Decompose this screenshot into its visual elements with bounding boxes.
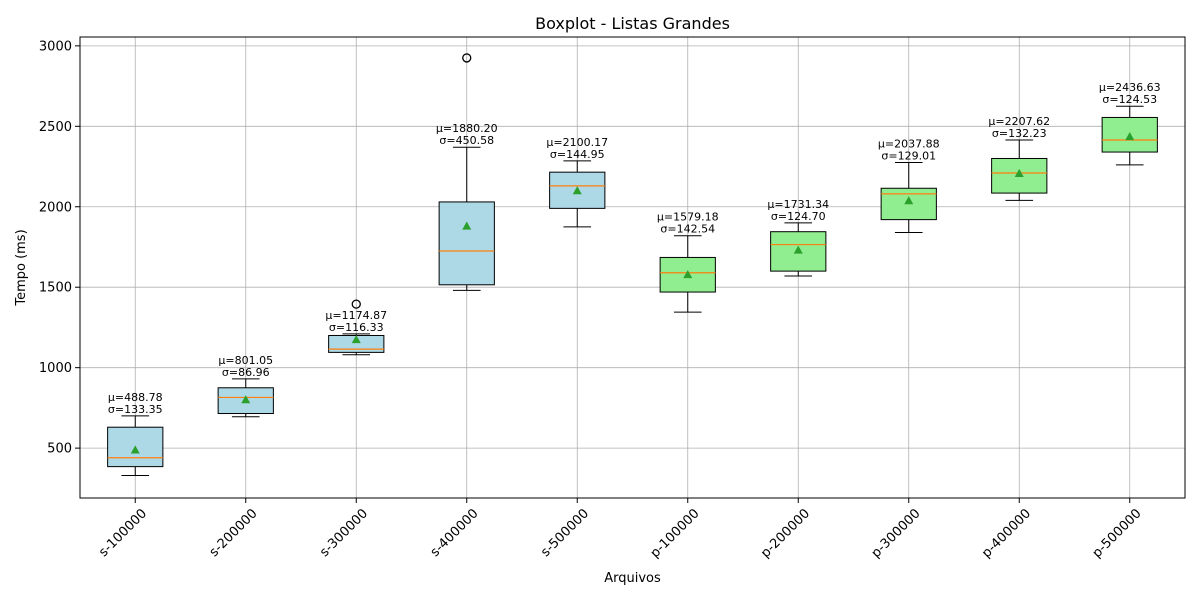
std-annotation: σ=129.01 <box>881 150 936 163</box>
x-tick-label: s-400000 <box>428 506 482 560</box>
x-tick-label: p-500000 <box>1090 506 1145 561</box>
y-tick-label: 2500 <box>39 120 72 135</box>
mean-marker <box>351 335 361 344</box>
mean-marker <box>241 395 251 404</box>
box-body <box>991 157 1048 194</box>
annotations-layer: μ=488.78σ=133.35 μ=801.05σ=86.96 μ=1174.87… <box>108 81 1161 416</box>
y-tick-label: 2000 <box>39 200 72 215</box>
x-tick-label: p-100000 <box>648 506 703 561</box>
mean-annotation: μ=1731.34 <box>767 198 829 211</box>
x-tick-label: s-100000 <box>96 506 150 560</box>
box-body <box>217 387 274 415</box>
x-axis-label: Arquivos <box>604 571 661 586</box>
x-tick-label: p-300000 <box>869 506 924 561</box>
x-tick-label: s-300000 <box>317 506 371 560</box>
std-annotation: σ=124.70 <box>771 210 826 223</box>
mean-annotation: μ=1880.20 <box>436 122 498 135</box>
mean-marker <box>572 186 582 195</box>
box-p-100000 <box>659 235 716 313</box>
x-tick-label: s-500000 <box>538 506 592 560</box>
box-s-200000 <box>217 378 274 418</box>
std-annotation: σ=450.58 <box>439 134 494 147</box>
y-axis-label: Tempo (ms) <box>14 229 29 306</box>
mean-marker <box>462 221 472 230</box>
box-p-200000 <box>770 222 827 277</box>
x-tick-label: p-200000 <box>758 506 813 561</box>
mean-marker <box>1014 168 1024 177</box>
y-tick-label: 500 <box>47 442 72 457</box>
std-annotation: σ=132.23 <box>992 127 1047 140</box>
mean-annotation: μ=1174.87 <box>325 309 387 322</box>
mean-marker <box>683 269 693 279</box>
std-annotation: σ=133.35 <box>108 403 163 416</box>
box-s-400000 <box>438 53 495 291</box>
std-annotation: σ=124.53 <box>1102 93 1157 106</box>
mean-annotation: μ=2037.88 <box>878 138 940 151</box>
mean-annotation: μ=2207.62 <box>988 115 1050 128</box>
mean-annotation: μ=2100.17 <box>546 136 608 149</box>
box-p-300000 <box>880 162 937 234</box>
boxes-layer <box>107 53 1158 476</box>
y-tick-label: 3000 <box>39 39 72 54</box>
mean-marker <box>130 445 140 454</box>
mean-annotation: μ=488.78 <box>108 391 163 404</box>
x-tick-label: s-200000 <box>207 506 261 560</box>
plot-frame <box>79 36 1186 499</box>
y-axis: 500 1000 1500 2000 2500 3000 <box>39 39 80 457</box>
std-annotation: σ=86.96 <box>222 366 270 379</box>
box-s-100000 <box>107 415 164 476</box>
box-body <box>438 201 495 286</box>
outlier-point <box>351 299 361 309</box>
mean-annotation: μ=801.05 <box>218 354 273 367</box>
outlier-point <box>462 53 472 63</box>
mean-marker <box>904 196 914 205</box>
box-p-500000 <box>1101 105 1158 166</box>
chart-title: Boxplot - Listas Grandes <box>535 14 730 33</box>
x-tick-label: p-400000 <box>979 506 1034 561</box>
x-axis: s-100000 s-200000 s-300000 s-400000 s-500000… <box>96 498 1145 561</box>
std-annotation: σ=144.95 <box>550 148 605 161</box>
grid-layer <box>80 37 1185 498</box>
std-annotation: σ=116.33 <box>329 321 384 334</box>
y-tick-label: 1500 <box>39 281 72 296</box>
box-s-500000 <box>549 160 606 228</box>
mean-marker <box>1125 132 1135 141</box>
std-annotation: σ=142.54 <box>660 223 715 236</box>
mean-annotation: μ=2436.63 <box>1099 81 1161 94</box>
y-tick-label: 1000 <box>39 361 72 376</box>
box-s-300000 <box>328 299 385 356</box>
mean-marker <box>793 245 803 254</box>
box-p-400000 <box>991 139 1048 201</box>
mean-annotation: μ=1579.18 <box>657 211 719 224</box>
